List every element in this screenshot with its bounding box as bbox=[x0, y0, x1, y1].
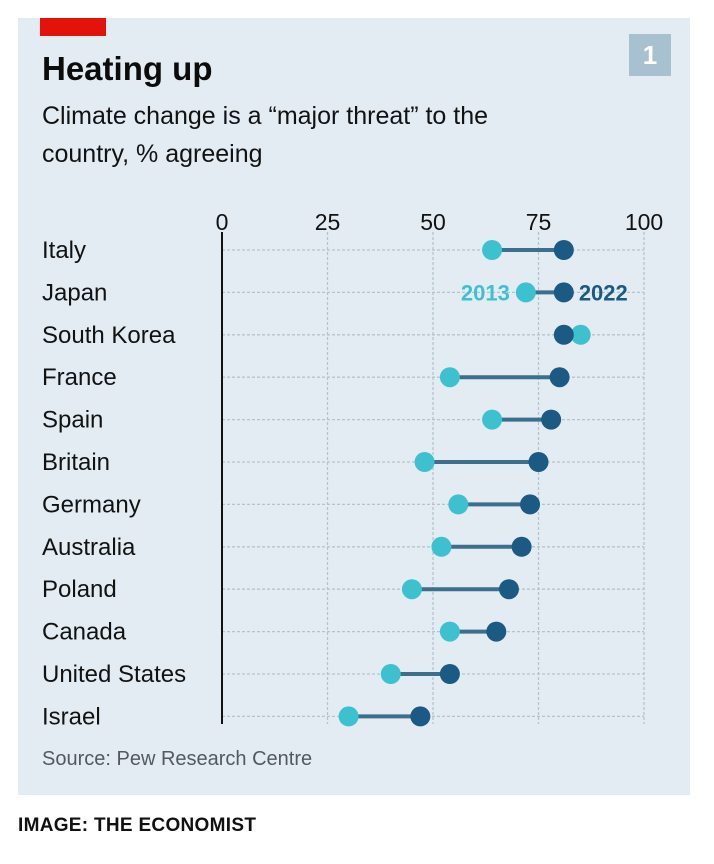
dot-2022 bbox=[520, 494, 541, 515]
dot-2022 bbox=[410, 706, 431, 727]
x-tick-label: 25 bbox=[315, 209, 341, 235]
dot-2013 bbox=[482, 240, 503, 260]
category-label: Israel bbox=[42, 703, 101, 730]
dot-2013 bbox=[439, 621, 460, 642]
chart-title: Heating up bbox=[42, 50, 213, 87]
dot-2022 bbox=[439, 664, 460, 684]
dot-2022 bbox=[511, 536, 532, 557]
legend-label-2013: 2013 bbox=[461, 280, 510, 305]
category-label: Japan bbox=[42, 279, 107, 306]
dot-2013 bbox=[338, 706, 359, 727]
category-label: South Korea bbox=[42, 322, 176, 349]
dot-2022 bbox=[486, 621, 507, 642]
connector-layer bbox=[348, 248, 581, 719]
dot-layer bbox=[338, 240, 591, 727]
legend-label-2022: 2022 bbox=[579, 280, 628, 305]
dot-2022 bbox=[549, 367, 570, 388]
dot-2013 bbox=[439, 367, 460, 388]
dot-2013 bbox=[401, 579, 422, 600]
x-tick-label: 100 bbox=[625, 209, 663, 235]
chart-panel bbox=[18, 18, 690, 795]
chart-number-badge: 1 bbox=[629, 34, 671, 76]
category-label: Australia bbox=[42, 534, 136, 561]
source-note: Source: Pew Research Centre bbox=[42, 748, 313, 770]
dot-2022 bbox=[528, 452, 549, 472]
dot-2013 bbox=[380, 664, 401, 684]
category-label: Canada bbox=[42, 619, 127, 646]
dot-2013 bbox=[414, 452, 435, 472]
dot-2022 bbox=[541, 409, 562, 430]
category-label: Poland bbox=[42, 576, 117, 603]
dot-2013 bbox=[431, 536, 452, 557]
dot-2013 bbox=[515, 282, 536, 303]
dot-2013 bbox=[482, 409, 503, 430]
dot-2022 bbox=[553, 240, 574, 260]
category-label: Italy bbox=[42, 237, 86, 264]
dot-2022 bbox=[553, 282, 574, 303]
label-layer: 0 25 50 75 100 Italy Japan South Korea France Spa… bbox=[42, 209, 663, 730]
image-credit: IMAGE: THE ECONOMIST bbox=[18, 815, 257, 836]
category-label: Germany bbox=[42, 491, 141, 518]
category-label: Spain bbox=[42, 407, 103, 434]
x-tick-label: 50 bbox=[420, 209, 446, 235]
category-label: Britain bbox=[42, 449, 110, 476]
grid-layer bbox=[221, 232, 645, 724]
x-tick-label: 75 bbox=[526, 209, 552, 235]
category-label: France bbox=[42, 364, 117, 391]
dot-2022 bbox=[553, 324, 574, 345]
chart-subtitle: Climate change is a “major threat” to th… bbox=[42, 102, 489, 168]
category-label: United States bbox=[42, 661, 186, 688]
x-tick-label: 0 bbox=[216, 209, 229, 235]
brand-red-tag bbox=[40, 18, 106, 36]
dot-2013 bbox=[570, 324, 591, 345]
dot-2022 bbox=[498, 579, 519, 600]
dot-2013 bbox=[448, 494, 469, 515]
